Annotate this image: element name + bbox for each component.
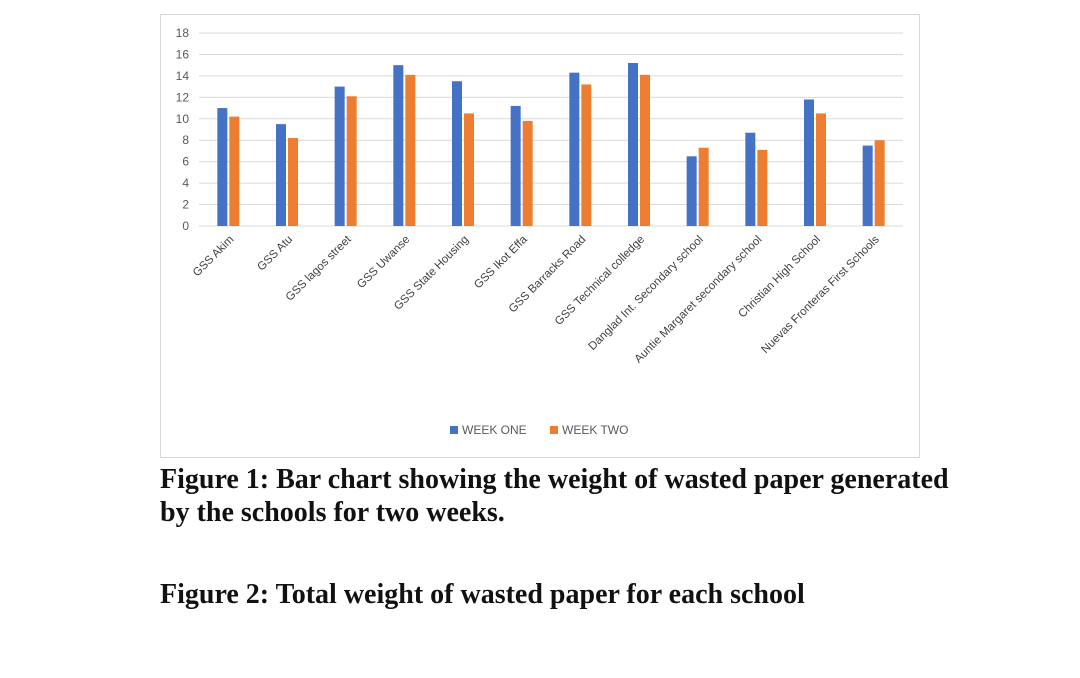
x-category-label: Auntie Margaret secondary school: [633, 234, 765, 366]
bar-week-two: [698, 147, 709, 226]
y-tick-label: 12: [176, 90, 190, 104]
bar-week-two: [522, 120, 533, 226]
y-tick-label: 2: [182, 198, 189, 212]
bar-week-two: [640, 74, 650, 226]
bar-week-two: [229, 116, 240, 226]
legend-label: WEEK TWO: [562, 423, 628, 437]
bar-week-two: [346, 96, 357, 226]
x-category-label: GSS Ikot Effa: [472, 233, 530, 291]
bar-week-two: [816, 113, 826, 226]
bar-week-one: [510, 105, 521, 226]
y-tick-label: 14: [176, 69, 190, 83]
y-tick-label: 18: [176, 26, 190, 40]
bar-week-one: [862, 145, 873, 226]
bar-week-two: [288, 138, 298, 226]
bar-week-one: [745, 132, 756, 226]
y-tick-label: 10: [176, 112, 190, 126]
y-tick-label: 0: [182, 219, 189, 233]
y-tick-label: 8: [182, 133, 189, 147]
figure2-caption: Figure 2: Total weight of wasted paper f…: [160, 579, 805, 610]
x-category-label: Danglad Int. Secondary school: [587, 234, 706, 353]
bar-week-one: [452, 81, 462, 226]
bar-week-two: [581, 84, 592, 226]
bar-week-two: [464, 113, 474, 226]
x-category-label: GSS Akim: [191, 234, 237, 280]
bar-week-one: [686, 156, 697, 226]
bar-week-one: [276, 124, 286, 226]
x-category-label: GSS Atu: [255, 234, 295, 274]
x-category-label: GSS Uwanse: [355, 234, 412, 291]
bar-week-one: [334, 86, 345, 226]
y-tick-label: 16: [176, 47, 190, 61]
bar-week-one: [628, 63, 638, 227]
chart-frame: 0 2 4 6 8 10 12 14 16 18 GSS Akim GSS Atu GSS lagos …: [160, 14, 920, 458]
bar-week-two: [757, 149, 768, 226]
x-category-label: GSS lagos street: [284, 233, 355, 304]
y-tick-label: 4: [182, 176, 189, 190]
bar-week-two: [874, 140, 885, 226]
legend-swatch-week-one: [450, 426, 458, 434]
bar-week-one: [393, 65, 404, 226]
bar-week-one: [569, 72, 580, 226]
bar-week-one: [804, 99, 814, 226]
bar-week-one: [217, 108, 228, 226]
legend-label: WEEK ONE: [462, 423, 527, 437]
bar-week-two: [405, 74, 416, 226]
legend-swatch-week-two: [550, 426, 558, 434]
y-tick-label: 6: [182, 155, 189, 169]
figure1-caption: Figure 1: Bar chart showing the weight o…: [160, 464, 949, 528]
x-category-label: Nuevas Fronteras First Schools: [759, 233, 882, 356]
